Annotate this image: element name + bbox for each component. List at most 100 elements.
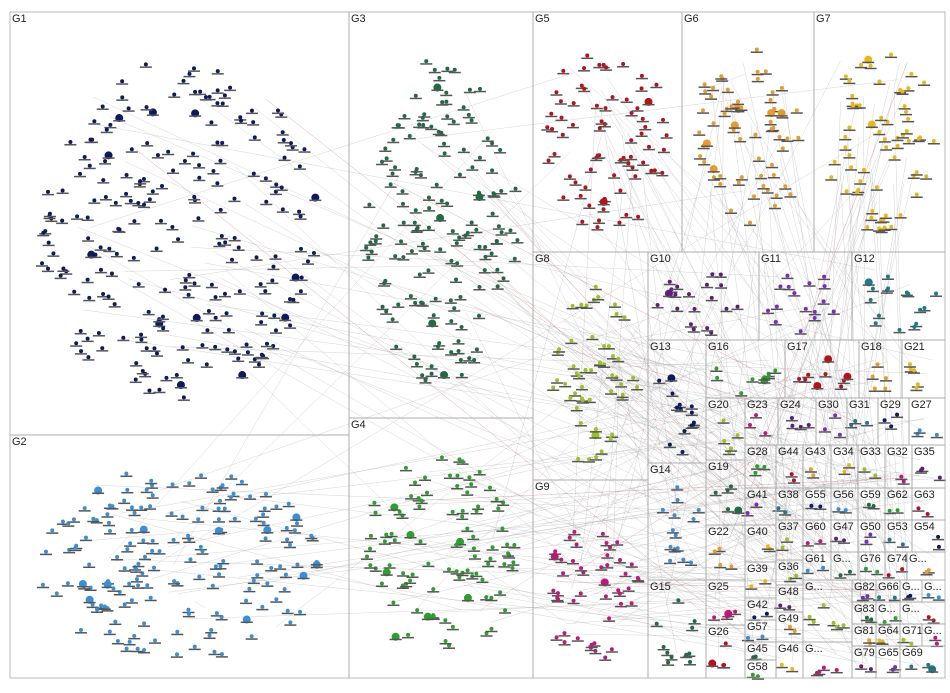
node <box>264 199 269 204</box>
node-label <box>289 279 302 282</box>
node <box>489 626 494 631</box>
node <box>82 154 87 159</box>
node <box>456 339 461 344</box>
node-label <box>784 196 797 198</box>
node-label <box>708 553 721 555</box>
node <box>413 93 418 98</box>
node-label <box>590 159 603 162</box>
node <box>709 295 714 300</box>
node <box>426 268 431 273</box>
node <box>747 423 752 428</box>
group-label: G71 <box>902 625 923 637</box>
node <box>45 266 50 271</box>
node <box>414 362 419 367</box>
node-label <box>837 382 850 385</box>
node <box>298 214 303 219</box>
node <box>710 272 715 277</box>
node <box>926 593 931 598</box>
node-label <box>570 375 583 377</box>
node <box>597 218 602 223</box>
node <box>431 587 436 592</box>
group-label: G25 <box>708 581 729 593</box>
node-label <box>494 594 507 596</box>
node-label <box>794 428 807 431</box>
node <box>728 446 733 451</box>
node-label <box>671 501 684 504</box>
node <box>251 120 256 125</box>
node <box>573 391 578 396</box>
node <box>926 615 931 620</box>
node-label <box>422 272 435 274</box>
node-label <box>845 427 858 429</box>
node <box>870 286 875 291</box>
node <box>172 579 177 584</box>
node-label <box>757 188 770 190</box>
node-label <box>895 478 908 481</box>
node <box>220 140 225 145</box>
node <box>924 570 929 575</box>
node-label <box>671 288 684 291</box>
node-label <box>168 583 181 585</box>
node-label <box>148 569 161 572</box>
node-label <box>608 177 621 179</box>
node-label <box>876 643 889 645</box>
node-label <box>889 669 902 671</box>
node-label <box>81 219 94 222</box>
node <box>873 321 878 326</box>
edge <box>212 251 932 635</box>
node <box>124 471 129 476</box>
node-label <box>595 453 608 455</box>
node <box>869 617 874 622</box>
node-label <box>894 217 907 219</box>
node-label <box>178 163 191 165</box>
edge <box>568 633 937 641</box>
node <box>442 151 447 156</box>
node-label <box>894 91 907 94</box>
node <box>711 85 716 90</box>
node-label <box>847 107 860 110</box>
node <box>129 505 134 510</box>
node <box>161 326 166 331</box>
node <box>467 356 472 361</box>
node <box>821 299 826 304</box>
node <box>569 338 574 343</box>
node <box>692 307 697 312</box>
group-label: G2 <box>12 436 27 448</box>
node <box>186 611 191 616</box>
node-label <box>578 90 591 93</box>
node <box>610 95 615 100</box>
node-label <box>113 231 126 233</box>
node-label <box>451 265 464 267</box>
node-label <box>622 590 635 592</box>
node <box>368 563 373 568</box>
node-label <box>183 485 196 487</box>
node-label <box>776 117 789 119</box>
node <box>866 502 871 507</box>
edge <box>266 99 825 540</box>
node-label <box>685 408 698 410</box>
node-label <box>453 461 466 463</box>
group-label: G47 <box>833 521 854 533</box>
group-label: G22 <box>708 526 729 538</box>
node-label <box>731 308 744 311</box>
node <box>150 493 155 498</box>
node-label <box>706 665 719 668</box>
node <box>675 485 680 490</box>
group-label: G24 <box>780 399 801 411</box>
node-label <box>772 510 785 512</box>
node <box>851 103 856 108</box>
node <box>584 303 589 308</box>
node <box>213 344 218 349</box>
node <box>436 129 441 134</box>
node <box>605 553 610 558</box>
node-label <box>629 178 642 180</box>
node-label <box>364 567 377 569</box>
node <box>414 227 419 232</box>
node-label <box>576 223 589 226</box>
node-label <box>379 282 392 285</box>
node <box>617 558 622 563</box>
node-label <box>863 642 876 644</box>
node-label <box>94 249 107 251</box>
node-label <box>395 243 408 245</box>
node-label <box>139 375 152 378</box>
